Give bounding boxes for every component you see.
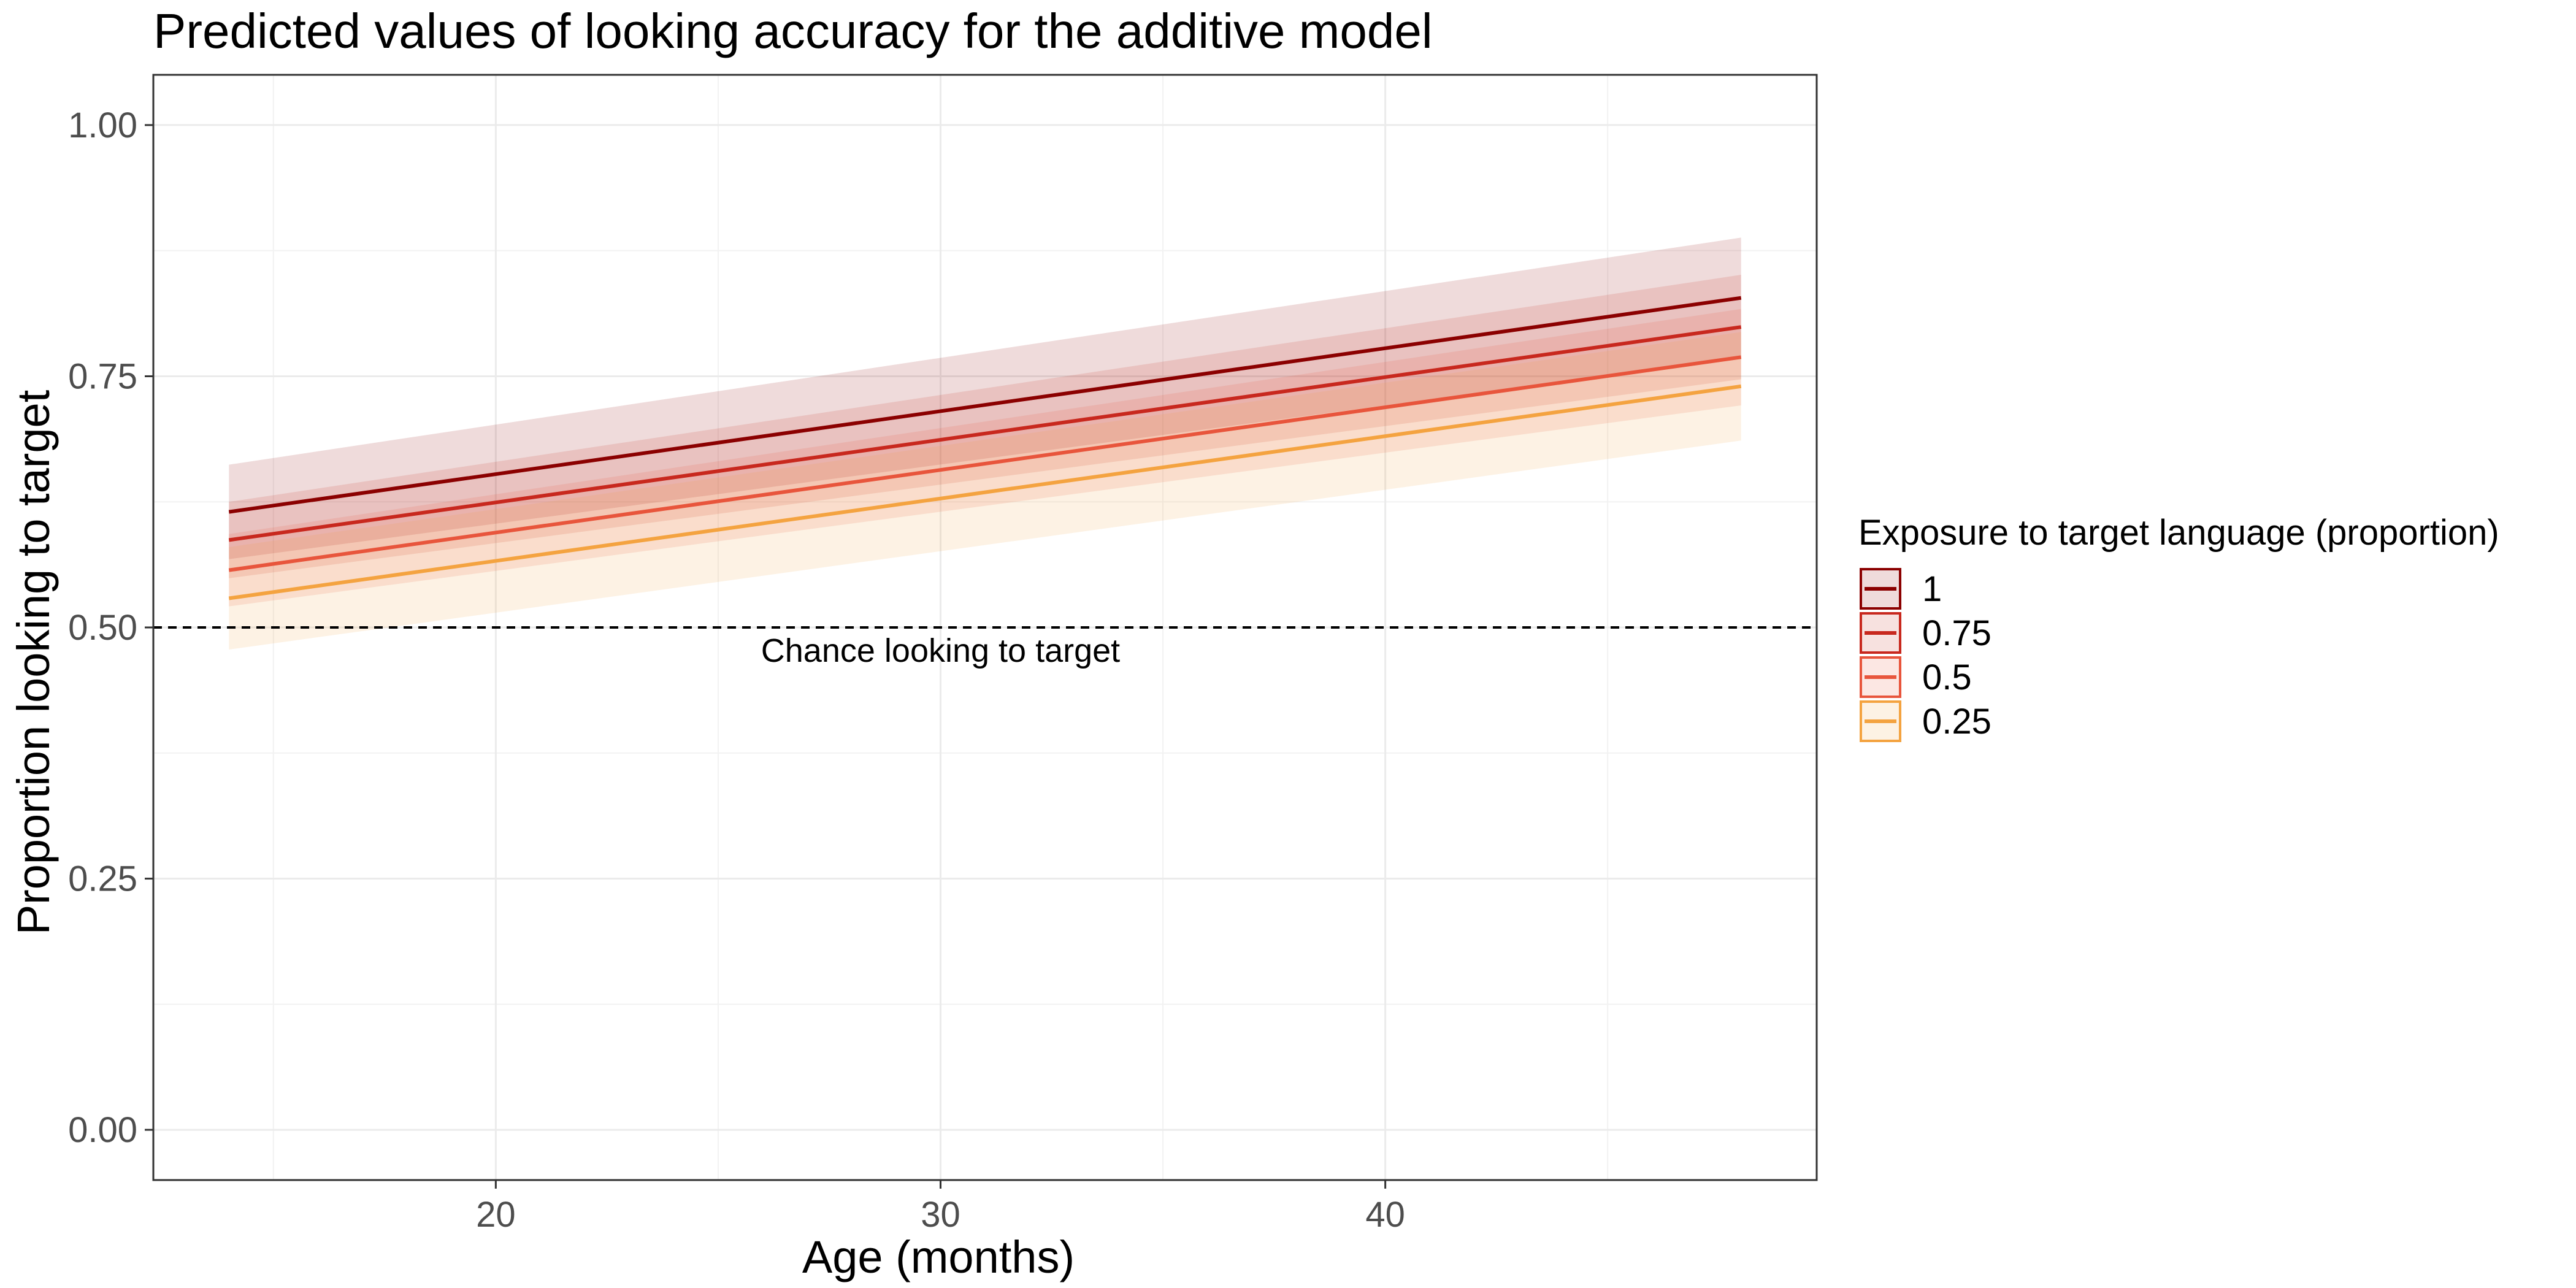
ribbon-1 <box>229 237 1741 559</box>
series-line-0.25 <box>228 384 1742 600</box>
series-line-1 <box>228 296 1742 514</box>
chart-title: Predicted values of looking accuracy for… <box>153 4 1433 58</box>
y-tick-label: 0.75 <box>68 356 137 396</box>
series-lines <box>228 296 1742 600</box>
reference-line-group: Chance looking to target <box>153 626 1817 669</box>
y-axis-ticks: 0.00 0.25 0.50 0.75 1.00 <box>68 105 153 1150</box>
legend-label-0.25: 0.25 <box>1922 702 1991 742</box>
x-axis-title: Age (months) <box>802 1232 1075 1282</box>
y-axis-title: Proportion looking to target <box>8 389 59 935</box>
series-line-0.5 <box>228 355 1742 572</box>
x-tick-label: 20 <box>476 1195 516 1235</box>
legend-title: Exposure to target language (proportion) <box>1858 513 2499 553</box>
y-tick-label: 0.25 <box>68 859 137 899</box>
y-tick-label: 1.00 <box>68 105 137 145</box>
series-line-0.75 <box>228 325 1742 542</box>
legend-label-1: 1 <box>1922 569 1942 609</box>
legend-label-0.5: 0.5 <box>1922 657 1972 697</box>
ribbon-0.5 <box>229 309 1741 607</box>
chance-annotation: Chance looking to target <box>761 632 1120 669</box>
y-tick-label: 0.00 <box>68 1110 137 1150</box>
y-tick-label: 0.50 <box>68 608 137 648</box>
x-tick-label: 40 <box>1365 1195 1405 1235</box>
legend-label-0.75: 0.75 <box>1922 613 1991 653</box>
x-tick-label: 30 <box>921 1195 960 1235</box>
grid-minor <box>153 75 1817 1180</box>
x-axis-ticks: 20 30 40 <box>476 1180 1405 1235</box>
legend: Exposure to target language (proportion)… <box>1858 513 2499 742</box>
